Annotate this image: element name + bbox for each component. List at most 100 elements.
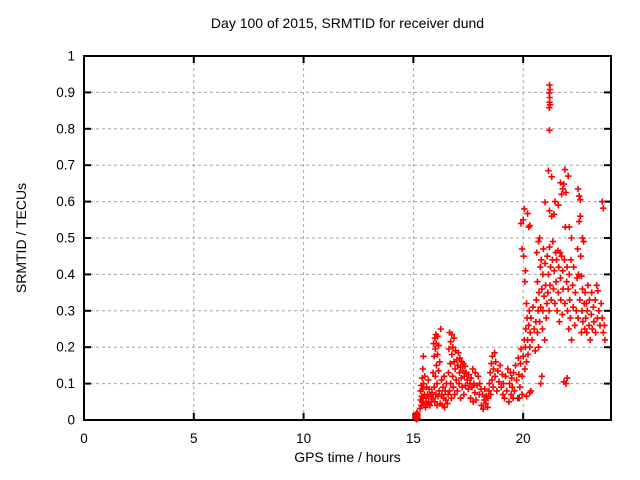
data-point: [557, 274, 564, 282]
data-point: [589, 325, 596, 333]
data-point: [551, 267, 558, 274]
data-point: [492, 358, 499, 365]
data-point: [462, 382, 469, 389]
data-point: [440, 373, 448, 380]
data-point: [517, 345, 525, 353]
data-point: [529, 304, 537, 311]
data-point: [600, 205, 607, 212]
data-point: [516, 395, 523, 402]
data-point: [467, 374, 475, 382]
data-point: [566, 223, 573, 231]
data-point: [584, 307, 591, 314]
data-point: [422, 395, 430, 402]
data-point: [517, 360, 524, 367]
svg-text:15: 15: [406, 431, 421, 446]
svg-text:0.1: 0.1: [56, 376, 75, 391]
data-point: [576, 296, 583, 304]
data-point: [534, 329, 541, 336]
data-point: [478, 402, 485, 409]
data-point: [421, 373, 428, 380]
data-point: [546, 86, 554, 93]
data-point: [536, 318, 543, 325]
data-point: [581, 289, 589, 296]
svg-text:0: 0: [67, 413, 75, 428]
data-point: [432, 373, 439, 380]
data-point: [437, 325, 444, 333]
data-point: [554, 307, 561, 314]
data-point: [491, 373, 499, 380]
data-point: [588, 311, 595, 318]
data-point: [490, 365, 497, 373]
data-point: [534, 278, 541, 285]
data-point: [563, 263, 571, 271]
data-point: [515, 371, 522, 378]
data-point: [516, 384, 524, 391]
data-point: [503, 387, 510, 395]
data-point: [546, 243, 553, 251]
data-point: [564, 307, 571, 314]
data-point: [498, 384, 505, 391]
data-point: [413, 411, 420, 418]
data-point: [545, 167, 552, 174]
data-point: [445, 345, 453, 353]
data-point: [420, 353, 427, 360]
data-point: [558, 253, 565, 260]
data-point: [436, 387, 443, 395]
data-point: [448, 351, 455, 358]
data-point: [465, 385, 472, 393]
data-point: [447, 380, 454, 387]
data-point: [446, 387, 453, 395]
data-point: [476, 380, 483, 387]
data-point: [541, 336, 548, 344]
data-point: [592, 329, 599, 336]
data-point: [448, 395, 455, 402]
data-point: [586, 296, 593, 304]
data-point: [448, 331, 455, 338]
data-point: [536, 234, 543, 242]
data-point: [438, 391, 446, 398]
data-point: [559, 185, 566, 193]
data-point: [579, 318, 587, 325]
data-point: [543, 300, 551, 307]
data-point: [563, 374, 571, 382]
data-point: [592, 296, 599, 304]
data-point: [574, 314, 582, 322]
data-point: [509, 384, 516, 391]
data-point: [540, 293, 548, 300]
data-point: [520, 353, 527, 360]
data-point: [568, 234, 575, 242]
grid-lines: [84, 56, 611, 420]
svg-text:1: 1: [67, 49, 75, 64]
data-point: [569, 282, 576, 289]
data-point: [583, 329, 590, 336]
data-point: [573, 307, 580, 314]
data-point: [434, 333, 441, 340]
data-point: [527, 329, 534, 336]
data-point: [521, 278, 529, 285]
data-point: [511, 387, 518, 395]
data-point: [489, 353, 496, 360]
data-point: [570, 304, 577, 311]
data-point: [584, 282, 592, 289]
data-point: [464, 376, 471, 384]
data-point: [550, 285, 557, 293]
data-point: [552, 278, 560, 285]
y-tick-labels: 0 0.1 0.2 0.3 0.4 0.5 0.6 0.7 0.8 0.9 1: [56, 49, 75, 428]
data-point: [580, 238, 587, 245]
data-point: [494, 367, 502, 375]
data-point: [426, 385, 433, 393]
data-point: [566, 296, 573, 304]
data-point: [442, 396, 450, 404]
data-point: [577, 253, 584, 260]
data-point: [533, 249, 540, 256]
data-point: [568, 336, 575, 344]
data-point: [433, 362, 440, 369]
data-point: [546, 101, 554, 108]
data-point: [419, 365, 426, 373]
data-point: [548, 296, 555, 304]
svg-text:0.6: 0.6: [56, 194, 75, 209]
data-point: [451, 391, 458, 398]
svg-text:20: 20: [516, 431, 531, 446]
svg-text:10: 10: [296, 431, 311, 446]
data-point: [532, 347, 539, 354]
